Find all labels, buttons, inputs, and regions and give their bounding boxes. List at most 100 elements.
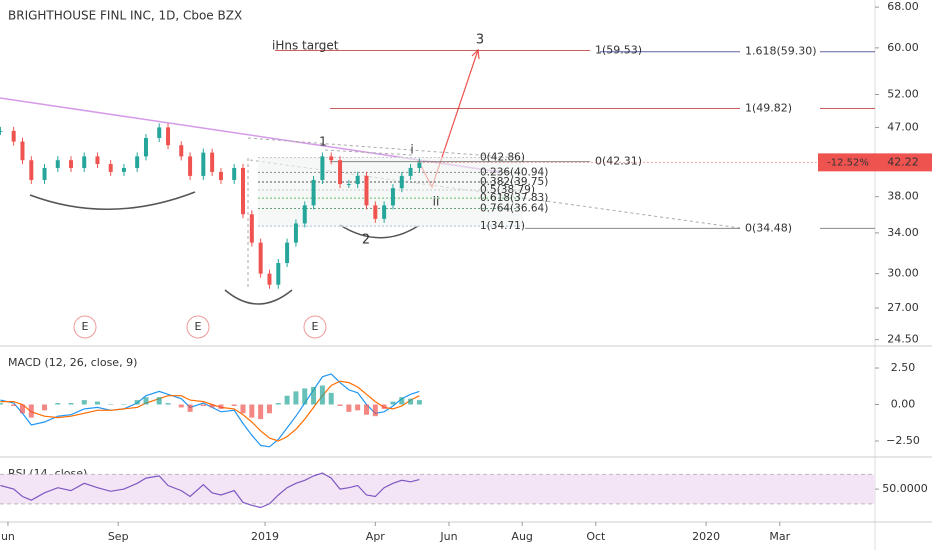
y-tick-label: 34.00 <box>887 226 919 239</box>
fib-label: 0.5(38.79) <box>480 184 535 196</box>
candle <box>373 205 378 219</box>
histogram-bar <box>416 400 422 405</box>
histogram-bar <box>187 404 193 412</box>
histogram-bar <box>258 404 264 420</box>
histogram-bar <box>302 388 308 405</box>
histogram-bar <box>11 404 17 406</box>
histogram-bar <box>28 404 34 418</box>
annotation: 3 <box>476 33 484 48</box>
fib-label: 0.764(36.64) <box>480 203 548 215</box>
histogram-bar <box>311 386 317 405</box>
histogram-bar <box>94 401 100 405</box>
y-tick-label: 27.00 <box>887 301 919 314</box>
shoulder-arc <box>29 191 196 210</box>
y-tick-label: 24.50 <box>887 333 919 346</box>
candle <box>364 175 369 206</box>
candle <box>166 127 171 146</box>
histogram-bar <box>231 404 237 406</box>
candle <box>285 242 290 263</box>
candle <box>382 205 387 219</box>
event-marker <box>186 315 210 339</box>
histogram-bar <box>42 404 48 411</box>
histogram-bar <box>81 400 87 405</box>
candle <box>329 156 334 161</box>
candle <box>218 171 223 180</box>
histogram-bar <box>355 404 361 411</box>
candle <box>232 167 237 180</box>
histogram-bar <box>328 392 334 405</box>
histogram-bar <box>55 403 61 405</box>
level-label: 1(49.82) <box>745 101 792 114</box>
drawings <box>0 48 741 305</box>
macd-line <box>0 373 420 448</box>
candle <box>108 164 113 172</box>
histogram-bar <box>266 404 272 414</box>
histogram-bar <box>156 397 162 405</box>
y-tick-label: 47.00 <box>887 120 919 133</box>
annotation: i <box>410 143 413 157</box>
fib-label: 0.618(37.83) <box>480 192 548 204</box>
candle <box>408 167 413 176</box>
histogram-bar <box>68 403 74 405</box>
candle <box>179 145 184 157</box>
fib-label: 0.382(39.75) <box>480 176 548 188</box>
candle <box>355 175 360 185</box>
candle <box>346 184 351 186</box>
head-arc <box>224 289 293 305</box>
candle <box>293 223 298 243</box>
rsi-line <box>0 472 420 509</box>
histogram-bar <box>0 403 3 405</box>
histogram-bar <box>293 391 299 405</box>
level-label: 0(34.48) <box>745 221 792 234</box>
histogram-bar <box>121 404 127 406</box>
x-tick-label: Sep <box>108 530 129 543</box>
candle <box>417 162 422 168</box>
candle <box>399 175 404 189</box>
histogram-bar <box>319 385 325 405</box>
histogram-bar <box>218 404 224 409</box>
histogram-bar <box>337 404 343 406</box>
x-tick-label: 2020 <box>692 530 720 543</box>
candle <box>258 242 263 274</box>
histogram-bar <box>408 398 414 405</box>
candle <box>188 156 193 176</box>
candle <box>29 160 34 180</box>
histogram-bar <box>399 397 405 405</box>
histogram-bar <box>165 403 171 405</box>
histogram-bar <box>143 397 149 405</box>
x-tick-label: Oct <box>586 530 606 543</box>
y-tick-label: −2.50 <box>886 434 920 447</box>
histogram-bar <box>390 401 396 405</box>
histogram-bar <box>134 400 140 405</box>
price-tag <box>818 153 932 172</box>
macd-line <box>0 380 420 442</box>
price-value: 42.22 <box>887 155 919 168</box>
x-tick-label: Aug <box>511 530 532 543</box>
histogram-bar <box>209 404 215 408</box>
histogram-bar <box>372 404 378 417</box>
annotation: E <box>195 320 202 333</box>
x-tick-label: 2019 <box>251 530 279 543</box>
candle <box>20 141 25 161</box>
candle <box>157 127 162 138</box>
annotation: 2 <box>362 233 370 248</box>
event-marker <box>73 315 97 339</box>
y-tick-label: 0.00 <box>891 398 916 411</box>
x-tick-label: un <box>1 530 15 543</box>
candle <box>55 160 60 168</box>
candle <box>0 130 3 132</box>
candle <box>311 179 316 206</box>
event-marker <box>303 315 327 339</box>
histogram-bar <box>275 403 281 405</box>
candle <box>267 273 272 285</box>
y-tick-label: 2.50 <box>891 361 916 374</box>
annotation: ii <box>433 195 440 209</box>
histogram-bar <box>346 404 352 412</box>
annotation: E <box>312 320 319 333</box>
level-label: 1(59.53) <box>595 43 642 56</box>
candle <box>241 167 246 215</box>
candle <box>201 152 206 176</box>
candle <box>210 152 215 172</box>
x-tick-label: Apr <box>366 530 386 543</box>
